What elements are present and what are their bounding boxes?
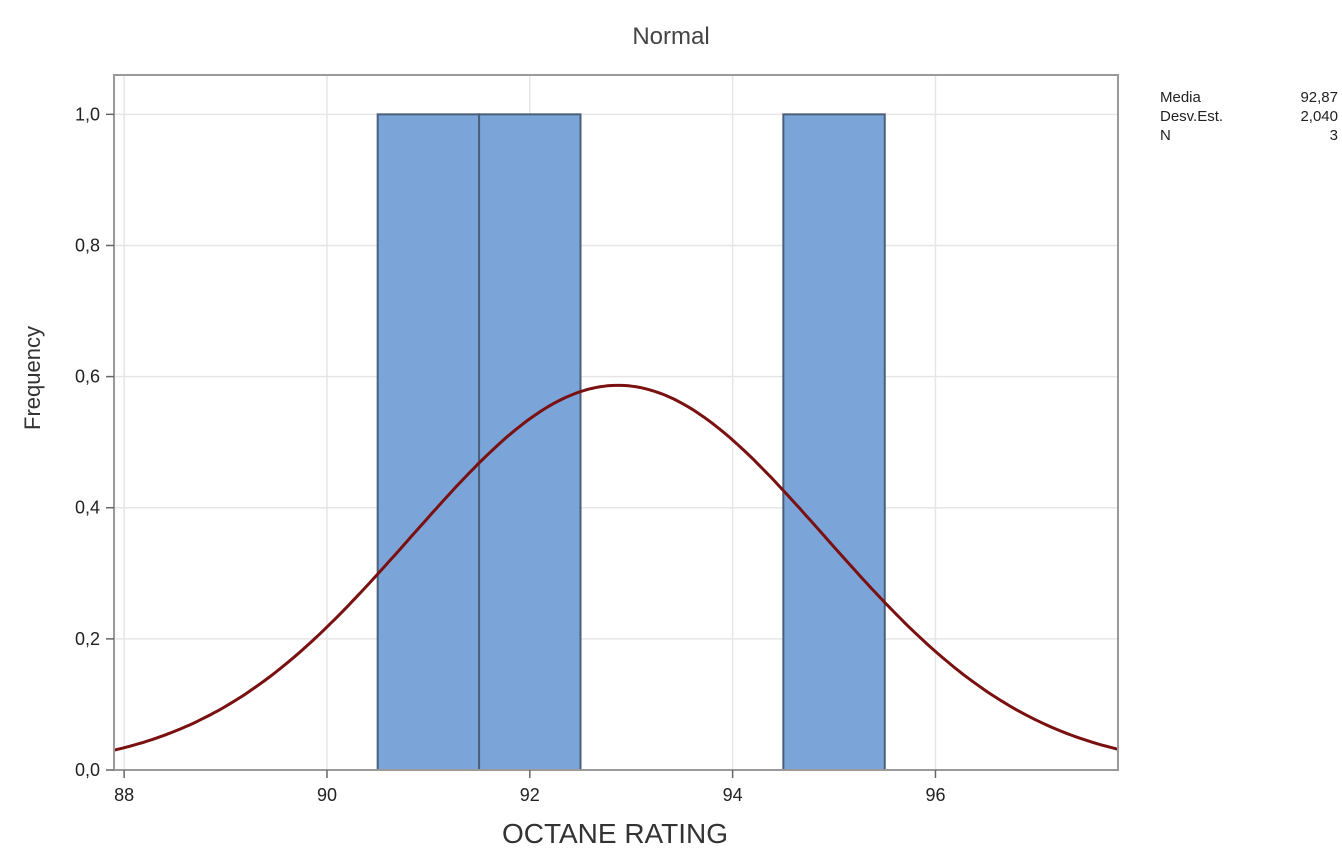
stats-label-stdev: Desv.Est. [1160, 108, 1224, 125]
x-axis-ticks: 88 90 92 94 96 [114, 770, 945, 805]
histogram-bar-1 [478, 113, 582, 772]
stats-panel: Media 92,87 Desv.Est. 2,040 N 3 [1160, 88, 1338, 145]
stats-value-stdev: 2,040 [1300, 108, 1338, 125]
stats-row-n: N 3 [1160, 126, 1338, 145]
y-tick-label-5: 1,0 [75, 104, 100, 124]
y-axis-label: Frequency [20, 326, 45, 430]
y-tick-label-3: 0,6 [75, 367, 100, 387]
bars-layer [376, 113, 886, 772]
y-tick-label-2: 0,4 [75, 498, 100, 518]
y-tick-label-1: 0,2 [75, 629, 100, 649]
stats-row-stdev: Desv.Est. 2,040 [1160, 107, 1338, 126]
x-tick-label-0: 88 [114, 785, 134, 805]
histogram-bar-2 [782, 113, 886, 772]
y-tick-label-0: 0,0 [75, 760, 100, 780]
stats-label-mean: Media [1160, 89, 1201, 106]
plot-frame [113, 74, 1119, 771]
grid-layer [114, 75, 1118, 771]
x-tick-label-4: 96 [925, 785, 945, 805]
stats-label-n: N [1160, 127, 1171, 144]
chart-title: Normal [632, 23, 709, 50]
x-tick-label-2: 92 [520, 785, 540, 805]
y-axis-ticks: 0,0 0,2 0,4 0,6 0,8 1,0 [75, 104, 114, 780]
x-axis-label: OCTANE RATING [502, 818, 728, 849]
stats-row-mean: Media 92,87 [1160, 88, 1338, 107]
stats-value-mean: 92,87 [1300, 89, 1338, 106]
normal-fit-curve [113, 383, 1119, 752]
x-tick-label-3: 94 [723, 785, 743, 805]
stats-value-n: 3 [1329, 127, 1338, 144]
x-tick-label-1: 90 [317, 785, 337, 805]
histogram-bar-0 [376, 113, 481, 772]
y-tick-label-4: 0,8 [75, 235, 100, 255]
